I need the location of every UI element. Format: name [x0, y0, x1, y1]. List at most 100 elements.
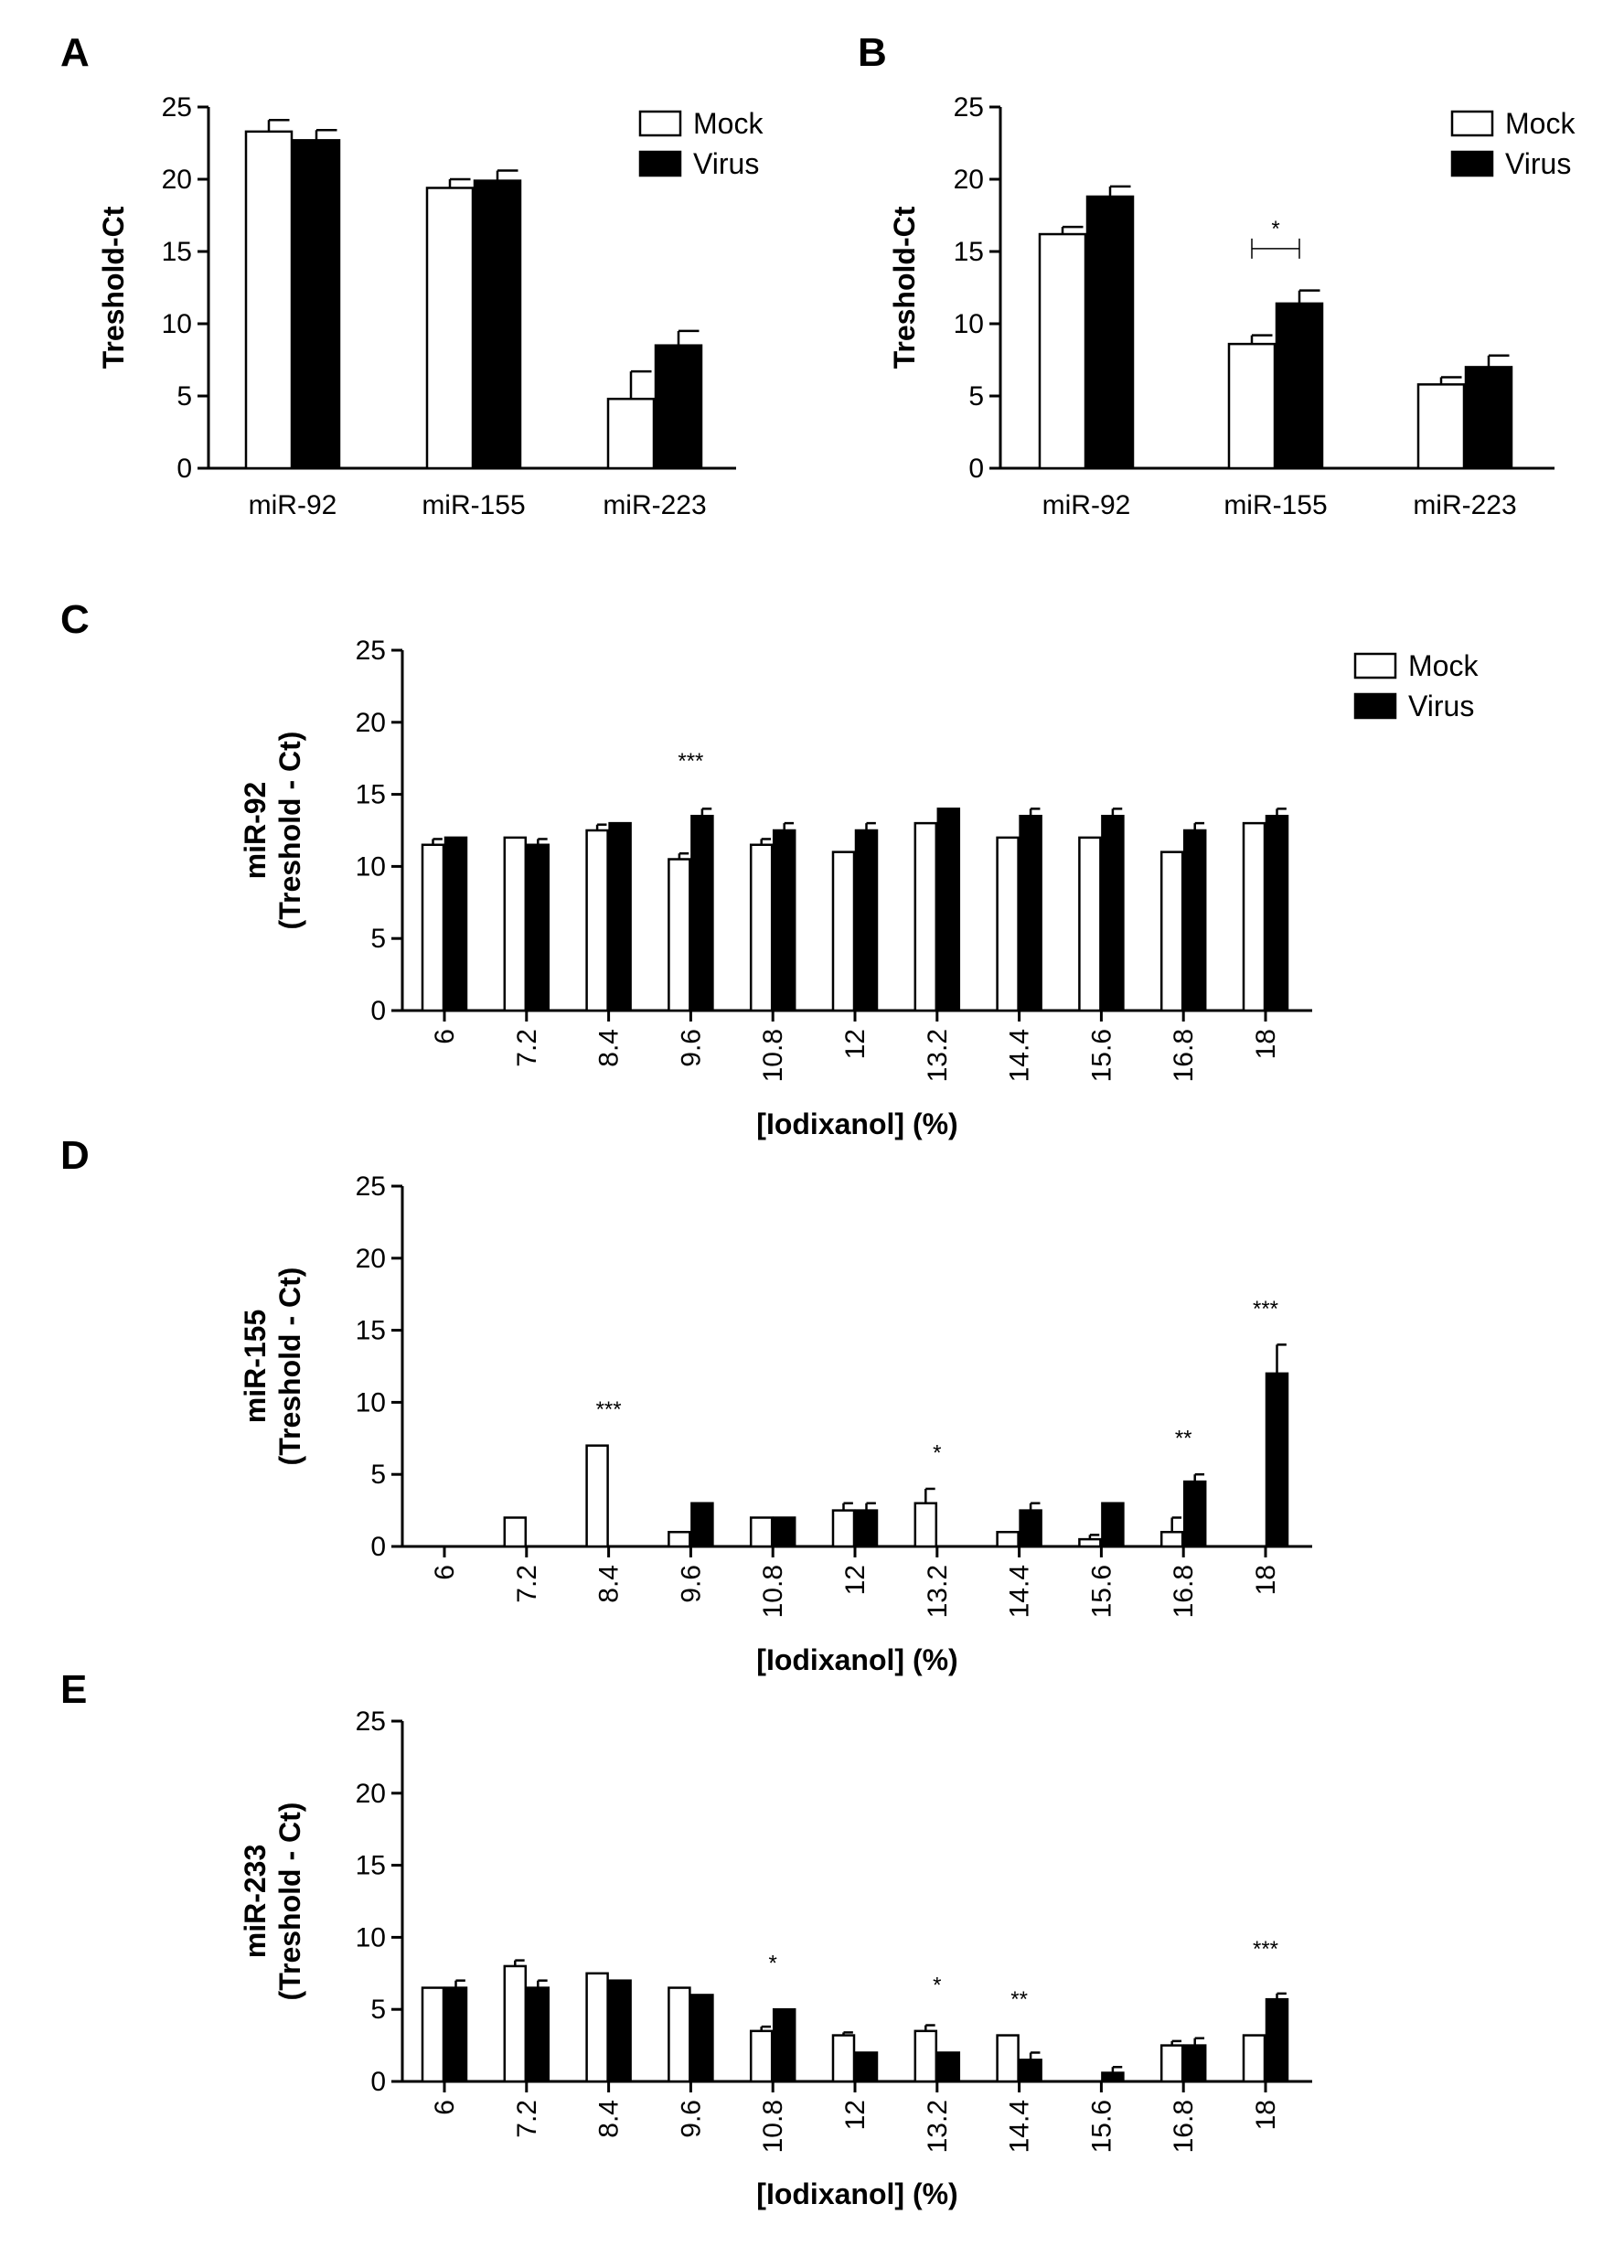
x-axis-title: [Iodixanol] (%): [756, 1107, 957, 1140]
bar-mock: [1227, 342, 1277, 470]
bar-mock: [996, 2034, 1020, 2083]
x-tick-label: 13.2: [923, 1565, 953, 1618]
bar-virus: [772, 2007, 796, 2083]
x-tick-label: 12: [840, 1565, 871, 1595]
x-tick-label: 13.2: [923, 2100, 953, 2153]
bar-mock: [503, 836, 528, 1012]
bar-mock: [421, 843, 445, 1012]
bar-virus: [854, 1509, 879, 1548]
x-tick-label: 6: [430, 1565, 460, 1580]
y-axis-title-line2: (Treshold - Ct): [273, 732, 306, 930]
y-tick-label: 0: [370, 996, 386, 1026]
legend: Mock Virus: [1353, 649, 1479, 722]
bar-mock: [1078, 836, 1102, 1012]
bar-virus: [1019, 2059, 1042, 2083]
bar-mock: [914, 2029, 938, 2083]
bar-mock: [1242, 821, 1266, 1012]
legend: Mock Virus: [638, 107, 764, 180]
x-tick-label: 9.6: [676, 1029, 706, 1067]
bar-mock: [668, 858, 691, 1012]
legend-label-virus: Virus: [1505, 147, 1571, 180]
x-tick-label: 18: [1251, 2100, 1281, 2130]
x-tick-label: 8.4: [594, 1029, 625, 1067]
significance-label: **: [1010, 1987, 1028, 2012]
bar-virus: [1101, 1502, 1125, 1548]
panel-letter: E: [60, 1667, 87, 1712]
legend-swatch-mock: [1353, 652, 1397, 679]
y-tick-label: 0: [968, 454, 984, 484]
x-tick-label: 7.2: [512, 1565, 542, 1603]
y-tick-label: 15: [356, 780, 386, 810]
bar-mock: [749, 2029, 774, 2083]
x-tick-label: 14.4: [1005, 2100, 1035, 2153]
bar-virus: [443, 836, 468, 1012]
y-tick-label: 20: [162, 165, 192, 195]
panel-b: B 0 5 10 15 20 25 Treshold-Ct miR-92 miR-155 miR-2…: [858, 30, 1576, 520]
x-tick-label: 14.4: [1005, 1565, 1035, 1618]
y-tick-label: 10: [356, 1922, 386, 1952]
significance-label: ***: [1253, 1297, 1278, 1321]
significance-label: ***: [678, 749, 703, 774]
bar-mock: [585, 1972, 609, 2083]
significance-label: *: [933, 1440, 941, 1465]
bar-mock: [421, 1986, 445, 2083]
x-tick-label: 10.8: [758, 1029, 788, 1082]
bar-mock: [503, 1516, 528, 1548]
bar-virus: [1182, 2044, 1207, 2083]
bar-virus: [654, 344, 703, 470]
bar-virus: [1265, 1997, 1289, 2083]
bar-mock: [1242, 2034, 1266, 2083]
bar-virus: [1265, 814, 1289, 1012]
bar-virus: [292, 139, 341, 470]
significance-label: *: [769, 1952, 777, 1976]
x-tick-label: miR-155: [1223, 490, 1327, 520]
x-tick-label: miR-92: [1042, 490, 1131, 520]
panel-letter: B: [858, 30, 887, 75]
bar-virus: [526, 843, 550, 1012]
y-tick-label: 20: [356, 708, 386, 738]
legend-swatch-virus: [1353, 692, 1397, 720]
y-axis-title-line1: miR-92: [239, 782, 272, 880]
bar-virus: [1101, 814, 1125, 1012]
x-tick-label: 8.4: [594, 1565, 625, 1603]
y-tick-label: 0: [370, 1532, 386, 1562]
panel-letter: D: [60, 1133, 90, 1178]
x-axis-title: [Iodixanol] (%): [756, 1643, 957, 1676]
x-tick-label: 15.6: [1086, 1565, 1116, 1618]
x-tick-label: 16.8: [1169, 2100, 1199, 2153]
bar-virus: [854, 829, 879, 1012]
panel-c: C 0 5 10 15 20 25 miR-92 (Treshold - Ct) 6 7.2 8.4 9…: [60, 597, 1479, 1140]
x-tick-label: miR-92: [249, 490, 337, 520]
y-tick-label: 25: [356, 636, 386, 666]
bar-mock: [831, 2034, 856, 2083]
bar-virus: [1085, 195, 1135, 470]
bar-mock: [749, 843, 774, 1012]
bar-mock: [996, 1530, 1020, 1548]
y-tick-label: 10: [356, 1387, 386, 1418]
x-tick-label: 10.8: [758, 1565, 788, 1618]
y-tick-label: 5: [370, 1460, 386, 1490]
y-tick-label: 15: [162, 237, 192, 267]
bar-virus: [473, 179, 522, 470]
y-tick-label: 25: [954, 92, 984, 123]
bar-virus: [772, 1516, 796, 1548]
bar-virus: [1019, 1509, 1042, 1548]
bar-mock: [503, 1964, 528, 2083]
x-tick-label: 18: [1251, 1029, 1281, 1059]
y-tick-label: 15: [954, 237, 984, 267]
bar-virus: [1182, 1480, 1207, 1548]
significance-label: *: [933, 1973, 941, 1997]
y-tick-label: 5: [370, 1995, 386, 2025]
significance-label: **: [1175, 1427, 1192, 1451]
bar-virus: [608, 821, 632, 1012]
y-tick-label: 0: [176, 454, 192, 484]
bar-virus: [1464, 366, 1513, 470]
bar-mock: [1416, 383, 1466, 470]
legend: Mock Virus: [1450, 107, 1576, 180]
x-tick-label: 16.8: [1169, 1565, 1199, 1618]
bar-mock: [914, 1502, 938, 1548]
significance-label: *: [1271, 217, 1279, 241]
bar-mock: [585, 829, 609, 1012]
bar-mock: [749, 1516, 774, 1548]
bar-virus: [1265, 1372, 1289, 1548]
